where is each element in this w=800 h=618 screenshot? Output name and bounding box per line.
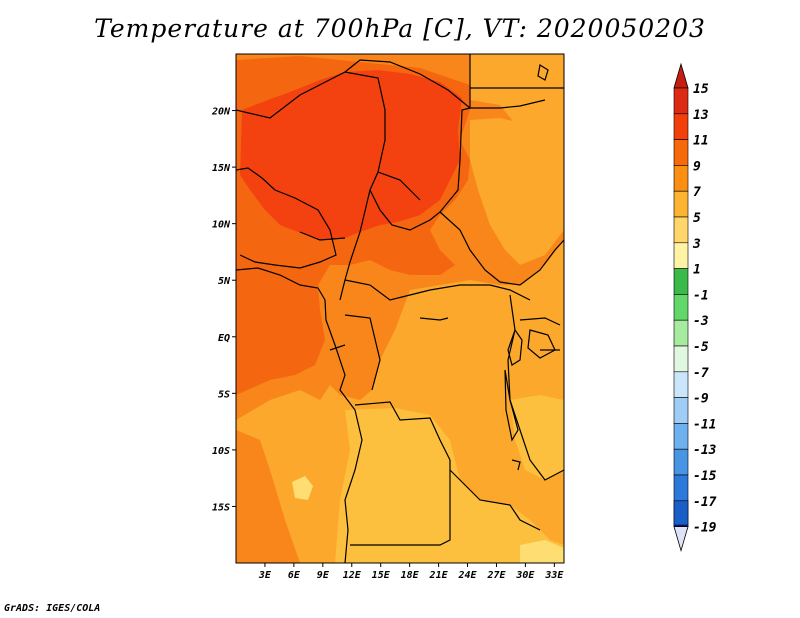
longitude-axis: 3E 6E 9E 12E 15E 18E 21E 24E 27E 30E 33E	[258, 563, 564, 581]
political-borders	[236, 54, 564, 563]
colorbar-label: 5	[693, 211, 701, 226]
colorbar-segment	[673, 319, 689, 347]
colorbar-label: -13	[693, 443, 717, 458]
lat-tick-label: 15S	[212, 502, 230, 513]
temperature-region-5	[292, 476, 313, 500]
colorbar-label: -17	[693, 495, 717, 510]
lon-tick-label: 30E	[515, 570, 535, 581]
lat-tick-label: 5S	[218, 389, 230, 400]
colorbar-segment	[673, 448, 689, 476]
temperature-region-15	[240, 70, 462, 240]
lon-tick-label: 18E	[401, 570, 420, 581]
lon-tick-label: 27E	[486, 570, 506, 581]
colorbar-label: -19	[693, 521, 717, 536]
colorbar-segment	[673, 294, 689, 321]
colorbar-segment	[673, 113, 689, 140]
temperature-region-9-east	[470, 118, 564, 265]
lon-tick-label: 6E	[288, 570, 301, 581]
colorbar-label: 13	[693, 108, 709, 123]
colorbar-segment	[673, 397, 689, 424]
lat-tick-label: 5N	[218, 276, 231, 287]
lon-tick-label: 24E	[457, 570, 477, 581]
colorbar-segment	[673, 474, 689, 502]
lat-tick-label: 15N	[212, 163, 231, 174]
lon-tick-label: 12E	[343, 570, 362, 581]
lon-tick-label: 9E	[317, 570, 330, 581]
colorbar-segment	[673, 423, 689, 450]
credit-text: GrADS: IGES/COLA	[4, 603, 101, 614]
lat-tick-label: 10N	[212, 220, 231, 231]
colorbar-segment	[673, 371, 689, 398]
lon-tick-label: 3E	[258, 570, 272, 581]
colorbar-label: -15	[693, 469, 717, 484]
lon-tick-label: 21E	[429, 570, 449, 581]
colorbar-label: -11	[693, 417, 716, 432]
colorbar-segment	[673, 190, 689, 218]
colorbar-segment	[673, 345, 689, 373]
chart-title: Temperature at 700hPa [C], VT: 202005020…	[94, 14, 706, 43]
colorbar-label: -1	[693, 288, 709, 303]
latitude-axis: 20N 15N 10N 5N EQ 5S 10S 15S	[211, 107, 236, 513]
colorbar-label: 11	[693, 134, 709, 149]
temperature-region-7-lakes	[510, 395, 564, 480]
colorbar-segment	[673, 216, 689, 244]
temperature-region-11-south	[236, 430, 300, 563]
map-frame	[235, 53, 565, 564]
colorbar-label: 3	[692, 237, 701, 252]
lon-tick-label: 15E	[372, 570, 391, 581]
colorbar-segment	[673, 500, 689, 527]
colorbar-label: -3	[693, 314, 709, 329]
colorbar-label: 15	[693, 82, 709, 97]
colorbar-segment	[673, 87, 689, 115]
colorbar-label: -7	[693, 366, 709, 381]
colorbar-segment	[673, 165, 689, 192]
colorbar-segment	[673, 139, 689, 166]
colorbar-segment	[673, 268, 689, 295]
temperature-field	[236, 54, 564, 563]
colorbar: 15 13 11 9 7 5 3 1 -1 -3 -5 -7 -9 -11 -13 -15 -17 -19	[673, 62, 717, 553]
temperature-region-5-south	[520, 540, 564, 563]
colorbar-label: 1	[693, 263, 701, 278]
lat-tick-label: EQ	[218, 333, 230, 344]
colorbar-bottom-arrow	[673, 526, 689, 553]
lat-tick-label: 20N	[211, 107, 231, 118]
colorbar-label: -5	[693, 340, 709, 355]
colorbar-label: 7	[693, 185, 701, 200]
lake-outlines	[419, 64, 556, 471]
colorbar-label: -9	[693, 392, 709, 407]
lon-tick-label: 33E	[544, 570, 564, 581]
lat-tick-label: 10S	[212, 446, 230, 457]
colorbar-segment	[673, 242, 689, 269]
colorbar-label: 9	[693, 159, 701, 174]
colorbar-top-arrow	[673, 62, 689, 89]
